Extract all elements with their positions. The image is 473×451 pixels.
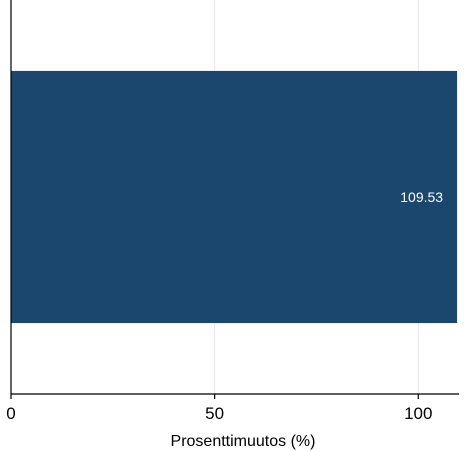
x-axis-title: Prosenttimuutos (%) [171, 433, 316, 450]
x-tick-label-1: 50 [205, 404, 224, 423]
bars: 109.53 [11, 70, 458, 324]
bar-0 [11, 70, 458, 324]
data-label-0: 109.53 [400, 189, 443, 205]
x-tick-label-0: 0 [6, 404, 15, 423]
x-ticks: 0 50 100 [6, 394, 432, 423]
x-tick-label-2: 100 [404, 404, 432, 423]
axes [10, 0, 459, 395]
